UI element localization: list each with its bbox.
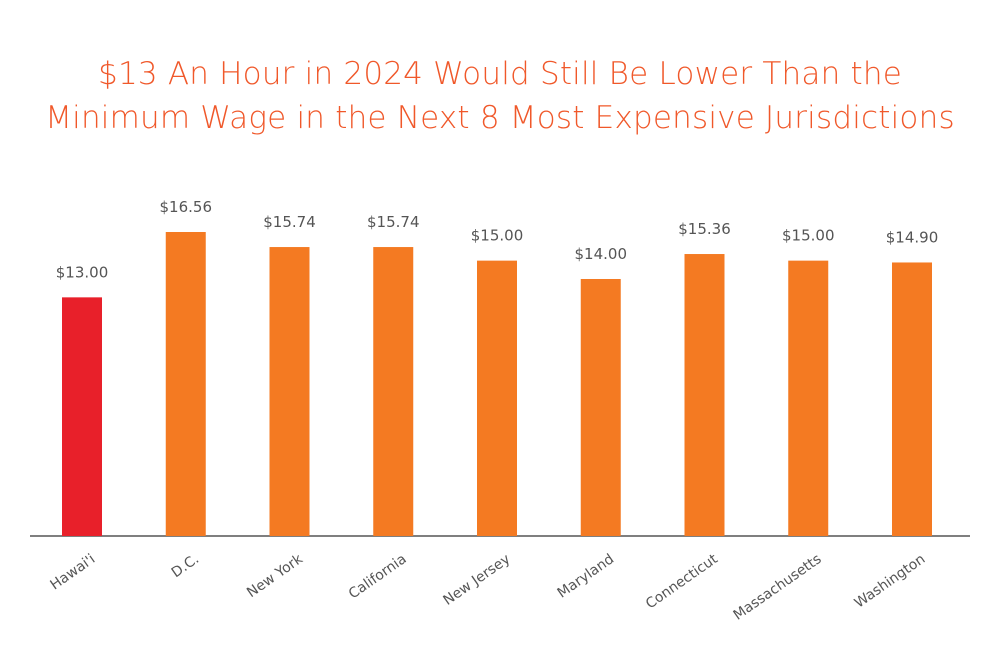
category-label-4: New Jersey (440, 551, 513, 609)
bar-value-label-0: $13.00 (56, 263, 109, 281)
bar-value-label-8: $14.90 (886, 228, 939, 246)
category-label-8: Washington (852, 551, 929, 611)
bar-value-label-2: $15.74 (263, 213, 316, 231)
bar-value-label-1: $16.56 (160, 198, 213, 216)
bar-1 (165, 232, 206, 536)
bar-2 (269, 247, 310, 536)
bar-value-label-5: $14.00 (575, 245, 628, 263)
chart-title-line-2: Minimum Wage in the Next 8 Most Expensiv… (45, 100, 955, 136)
bar-value-label-4: $15.00 (471, 227, 524, 245)
category-label-5: Maryland (555, 551, 617, 601)
bar-4 (477, 260, 517, 536)
chart-title-line-1: $13 An Hour in 2024 Would Still Be Lower… (98, 56, 902, 92)
category-label-1: D.C. (169, 551, 202, 581)
category-label-0: Hawai'i (48, 551, 99, 593)
bar-3 (373, 247, 414, 536)
category-label-7: Massachusetts (731, 551, 825, 623)
category-label-6: Connecticut (643, 551, 721, 612)
bar-5 (580, 278, 621, 536)
bar-8 (892, 262, 932, 536)
bar-6 (684, 254, 725, 536)
bar-7 (788, 260, 829, 536)
bar-value-label-3: $15.74 (367, 213, 420, 231)
chart-title: $13 An Hour in 2024 Would Still Be Lower… (0, 52, 1000, 140)
category-label-3: California (346, 551, 410, 602)
category-label-2: New York (244, 551, 306, 601)
bar-value-label-6: $15.36 (678, 220, 731, 238)
bar-value-label-7: $15.00 (782, 227, 835, 245)
bar-0 (62, 297, 102, 536)
